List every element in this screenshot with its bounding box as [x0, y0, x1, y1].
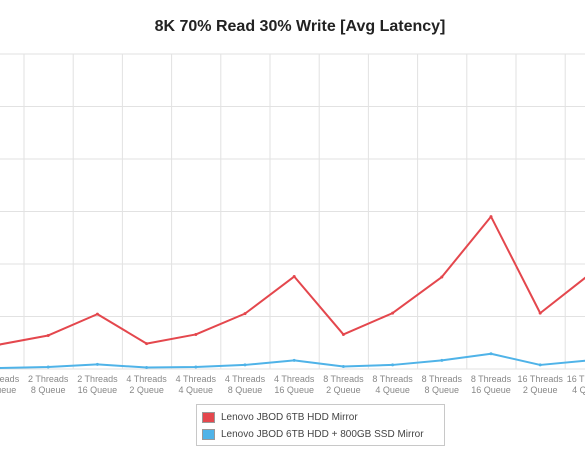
data-point[interactable] — [0, 343, 1, 346]
chart-title: 8K 70% Read 30% Write [Avg Latency] — [154, 18, 446, 35]
data-point[interactable] — [440, 358, 444, 362]
data-point[interactable] — [145, 365, 149, 369]
data-point[interactable] — [46, 365, 50, 369]
data-point[interactable] — [46, 333, 50, 337]
legend-item-hdd-mirror[interactable]: Lenovo JBOD 6TB HDD Mirror — [202, 409, 444, 426]
data-point[interactable] — [194, 332, 198, 336]
data-point[interactable] — [95, 312, 99, 316]
legend-label-hdd-ssd-mirror: Lenovo JBOD 6TB HDD + 800GB SSD Mirror — [221, 429, 424, 440]
x-tick-label: 8 Threads 4 Queue — [372, 374, 413, 395]
data-point[interactable] — [292, 358, 296, 362]
series-line-0[interactable] — [0, 215, 585, 346]
x-tick-label: 8 Threads 2 Queue — [323, 374, 364, 395]
data-point[interactable] — [391, 363, 395, 367]
legend-item-hdd-ssd-mirror[interactable]: Lenovo JBOD 6TB HDD + 800GB SSD Mirror — [202, 426, 444, 443]
data-point[interactable] — [489, 215, 493, 219]
x-tick-label: 8 Threads 16 Queue — [471, 374, 512, 395]
data-point[interactable] — [243, 312, 247, 316]
x-tick-label: 2 Threads 8 Queue — [28, 374, 69, 395]
x-tick-label: 16 Threads 2 Queue — [518, 374, 564, 395]
legend-swatch-hdd-ssd-mirror — [202, 429, 215, 440]
grid — [0, 53, 585, 370]
data-point[interactable] — [292, 275, 296, 279]
legend: Lenovo JBOD 6TB HDD Mirror Lenovo JBOD 6… — [196, 404, 445, 446]
data-point[interactable] — [391, 311, 395, 315]
data-point[interactable] — [538, 311, 542, 315]
x-tick-label: 2 Threads 16 Queue — [77, 374, 118, 395]
x-tick-label: 8 Threads 8 Queue — [422, 374, 463, 395]
data-point[interactable] — [95, 362, 99, 366]
data-point[interactable] — [194, 365, 198, 369]
data-point[interactable] — [489, 352, 493, 356]
legend-label-hdd-mirror: Lenovo JBOD 6TB HDD Mirror — [221, 412, 358, 423]
data-point[interactable] — [0, 366, 1, 370]
series-line-1[interactable] — [0, 352, 585, 369]
series-layer — [0, 215, 585, 370]
data-point[interactable] — [243, 363, 247, 367]
x-tick-label: 4 Threads 4 Queue — [176, 374, 217, 395]
legend-swatch-hdd-mirror — [202, 412, 215, 423]
data-point[interactable] — [538, 363, 542, 367]
data-point[interactable] — [341, 332, 345, 336]
x-tick-label: 4 Threads 8 Queue — [225, 374, 266, 395]
x-tick-label: 4 Threads 16 Queue — [274, 374, 315, 395]
data-point[interactable] — [440, 275, 444, 279]
data-point[interactable] — [145, 342, 149, 346]
data-point[interactable] — [341, 364, 345, 368]
x-tick-label: 4 Threads 2 Queue — [126, 374, 167, 395]
